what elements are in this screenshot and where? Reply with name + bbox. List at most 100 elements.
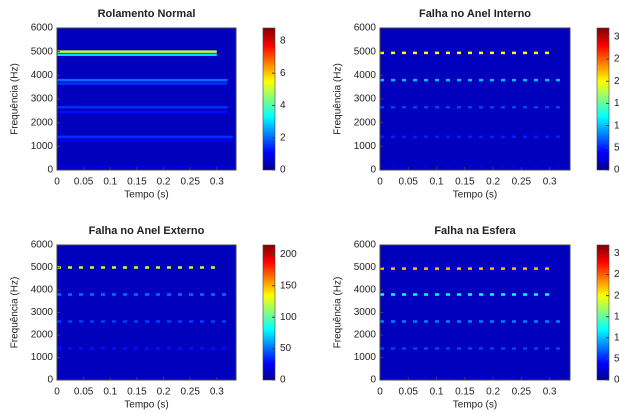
colorbar-tick-label: 5	[614, 354, 619, 365]
x-tick-label: 0.1	[103, 177, 117, 188]
colorbar-tick-label: 2	[280, 132, 286, 143]
x-tick-label: 0.05	[399, 387, 419, 398]
y-tick-label: 2000	[31, 330, 54, 341]
colorbar-tick-label: 15	[614, 311, 619, 322]
y-tick-label: 3000	[354, 307, 377, 318]
y-tick-label: 4000	[354, 70, 377, 81]
colorbar-tick-label: 50	[280, 343, 292, 354]
y-tick-label: 1000	[31, 141, 54, 152]
colorbar-tick-label: 25	[614, 269, 619, 280]
x-axis-label: Tempo (s)	[124, 400, 168, 411]
x-tick-label: 0.25	[512, 387, 532, 398]
colorbar-tick-label: 100	[280, 312, 297, 323]
colorbar	[262, 244, 276, 381]
y-tick-label: 0	[370, 375, 376, 386]
y-tick-label: 2000	[354, 117, 377, 128]
y-tick-label: 6000	[354, 240, 377, 251]
y-tick-label: 6000	[31, 23, 54, 34]
colorbar	[596, 27, 610, 171]
x-tick-label: 0.2	[486, 387, 500, 398]
colorbar-tick-label: 150	[280, 280, 297, 291]
colorbar-tick-label: 0	[614, 165, 619, 176]
plot-background	[57, 28, 236, 170]
x-axis-label: Tempo (s)	[124, 190, 168, 201]
y-tick-label: 1000	[31, 352, 54, 363]
colorbar-tick-label: 5	[614, 142, 619, 153]
x-tick-label: 0.2	[157, 387, 171, 398]
chart-title: Falha na Esfera	[434, 225, 516, 237]
y-tick-label: 5000	[31, 262, 54, 273]
x-tick-label: 0.15	[455, 177, 475, 188]
colorbar-tick-label: 20	[614, 76, 619, 87]
x-tick-label: 0.3	[543, 177, 557, 188]
x-tick-label: 0.05	[74, 177, 94, 188]
x-tick-label: 0.25	[180, 177, 200, 188]
x-tick-label: 0	[377, 177, 383, 188]
x-tick-label: 0.3	[210, 177, 224, 188]
x-tick-label: 0	[377, 387, 383, 398]
y-axis-label: Frequência (Hz)	[333, 63, 344, 135]
y-tick-label: 4000	[31, 285, 54, 296]
x-tick-label: 0	[54, 177, 60, 188]
x-axis-label: Tempo (s)	[453, 190, 497, 201]
colorbar-tick-label: 30	[614, 32, 619, 43]
y-tick-label: 2000	[31, 117, 54, 128]
y-tick-label: 4000	[31, 70, 54, 81]
y-tick-label: 6000	[354, 23, 377, 34]
x-tick-label: 0.25	[512, 177, 532, 188]
x-tick-label: 0	[54, 387, 60, 398]
x-tick-label: 0.15	[455, 387, 475, 398]
colorbar-tick-label: 0	[280, 165, 286, 176]
y-tick-label: 0	[47, 375, 53, 386]
y-tick-label: 6000	[31, 240, 54, 251]
y-tick-label: 5000	[354, 46, 377, 57]
x-tick-label: 0.2	[486, 177, 500, 188]
y-tick-label: 0	[370, 165, 376, 176]
y-tick-label: 2000	[354, 330, 377, 341]
colorbar-tick-label: 25	[614, 54, 619, 65]
x-tick-label: 0.2	[157, 177, 171, 188]
x-tick-label: 0.1	[103, 387, 117, 398]
y-tick-label: 3000	[31, 94, 54, 105]
colorbar-tick-label: 6	[280, 68, 286, 79]
y-tick-label: 3000	[354, 94, 377, 105]
x-tick-label: 0.05	[399, 177, 419, 188]
x-tick-label: 0.1	[430, 177, 444, 188]
colorbar-tick-label: 20	[614, 290, 619, 301]
y-axis-label: Frequência (Hz)	[10, 277, 21, 349]
chart-title: Rolamento Normal	[98, 8, 196, 20]
x-tick-label: 0.05	[74, 387, 94, 398]
colorbar-tick-label: 10	[614, 120, 619, 131]
y-tick-label: 1000	[354, 352, 377, 363]
y-tick-label: 3000	[31, 307, 54, 318]
colorbar	[262, 27, 276, 171]
x-tick-label: 0.15	[127, 177, 147, 188]
colorbar-tick-label: 8	[280, 36, 286, 47]
x-tick-label: 0.3	[543, 387, 557, 398]
y-tick-label: 4000	[354, 285, 377, 296]
colorbar-tick-label: 0	[614, 375, 619, 386]
y-tick-label: 1000	[354, 141, 377, 152]
chart-title: Falha no Anel Externo	[89, 225, 205, 237]
colorbar	[596, 244, 610, 381]
colorbar-tick-label: 4	[280, 100, 286, 111]
y-tick-label: 5000	[354, 262, 377, 273]
colorbar-tick-label: 30	[614, 248, 619, 259]
y-axis-label: Frequência (Hz)	[10, 63, 21, 135]
x-tick-label: 0.15	[127, 387, 147, 398]
y-tick-label: 0	[47, 165, 53, 176]
y-axis-label: Frequência (Hz)	[333, 277, 344, 349]
chart-title: Falha no Anel Interno	[419, 8, 531, 20]
colorbar-tick-label: 10	[614, 332, 619, 343]
y-tick-label: 5000	[31, 46, 54, 57]
x-axis-label: Tempo (s)	[453, 400, 497, 411]
x-tick-label: 0.3	[210, 387, 224, 398]
x-tick-label: 0.1	[430, 387, 444, 398]
colorbar-tick-label: 15	[614, 98, 619, 109]
colorbar-tick-label: 200	[280, 249, 297, 260]
plot-background	[380, 28, 570, 170]
plot-background	[57, 245, 236, 380]
plot-background	[380, 245, 570, 380]
